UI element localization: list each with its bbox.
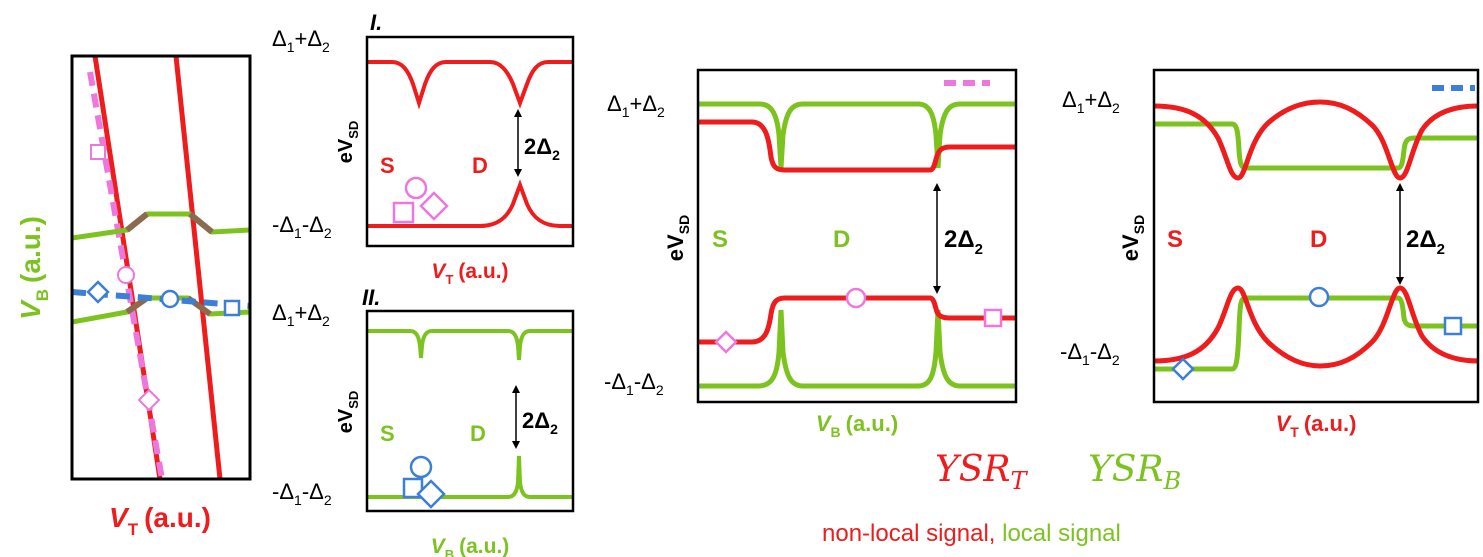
square-marker-icon xyxy=(392,201,415,224)
panel-II-tag: II. xyxy=(362,285,380,310)
square-marker-icon xyxy=(90,144,106,160)
panel-vt-gap-label: 2Δ2 xyxy=(1406,226,1445,258)
circle-marker-icon xyxy=(845,287,867,309)
circle-marker-icon xyxy=(117,266,135,284)
panel-vb-s-label: S xyxy=(712,226,728,253)
svg-text:eVSD: eVSD xyxy=(663,215,692,261)
panel-vb-frame xyxy=(696,68,1018,404)
panel-vt-green-lower xyxy=(1154,295,1478,372)
stability-map-panel: VB(a.u.) VT (a.u.) xyxy=(15,54,252,539)
square-marker-icon xyxy=(1443,316,1463,336)
panel-I-gap-label: 2Δ2 xyxy=(524,134,560,163)
map-bridge-2 xyxy=(188,211,214,235)
panel-vt: S D 2Δ2 Δ1+Δ2 -Δ1-Δ2 eVSD VT (a.u.) xyxy=(1060,68,1480,440)
legend-ysr-b: YSRB xyxy=(1088,449,1181,495)
panel-vb-d-label: D xyxy=(833,226,850,253)
panel-II-green-lower xyxy=(367,455,573,499)
panel-vb: S D 2Δ2 Δ1+Δ2 -Δ1-Δ2 eVSD VB (a.u.) xyxy=(604,68,1018,440)
panel-vt-y-label: eVSD xyxy=(1118,215,1147,261)
circle-marker-icon xyxy=(160,289,180,309)
svg-text:eVSD: eVSD xyxy=(1118,215,1147,261)
panel-vt-green-upper xyxy=(1154,121,1478,171)
panel-II-green-upper xyxy=(367,329,573,361)
circle-marker-icon xyxy=(409,455,433,479)
square-marker-icon xyxy=(402,477,424,499)
panel-I-y-label: eVSD xyxy=(335,121,361,164)
panel-vb-green-upper xyxy=(698,101,1016,169)
svg-text:eVSD: eVSD xyxy=(335,391,361,434)
panel-II-y-label: eVSD xyxy=(335,391,361,434)
svg-text:VB(a.u.): VB(a.u.) xyxy=(15,216,52,320)
panel-vt-red-upper xyxy=(1153,99,1479,181)
panel-vb-top-level: Δ1+Δ2 xyxy=(607,91,665,120)
map-frame xyxy=(70,54,252,481)
panel-I-top-level: Δ1+Δ2 xyxy=(272,26,330,55)
panel-vt-top-level: Δ1+Δ2 xyxy=(1062,87,1120,116)
diamond-marker-icon xyxy=(86,280,110,304)
panel-vb-red-upper xyxy=(698,119,1016,173)
diamond-marker-icon xyxy=(137,388,161,412)
panel-I: I. S D 2Δ2 Δ1+Δ2 -Δ1-Δ2 eVSD VT (a.u.) xyxy=(272,10,575,287)
circle-marker-icon xyxy=(404,176,428,200)
panel-I-bottom-level: -Δ1-Δ2 xyxy=(272,212,332,241)
panel-vt-x-label: VT (a.u.) xyxy=(1276,411,1357,440)
panel-I-x-label: VT (a.u.) xyxy=(431,260,508,287)
diamond-marker-icon xyxy=(714,330,738,354)
diamond-marker-icon xyxy=(416,479,446,509)
map-green-line-upper xyxy=(72,211,250,241)
svg-text:eVSD: eVSD xyxy=(335,121,361,164)
legend-ysr-t: YSRT xyxy=(935,449,1029,495)
panel-I-s-label: S xyxy=(380,153,395,178)
diamond-marker-icon xyxy=(1171,357,1195,381)
panel-II-gap-label: 2Δ2 xyxy=(522,408,558,437)
panel-vt-bottom-level: -Δ1-Δ2 xyxy=(1060,339,1120,368)
map-y-axis-label: VB(a.u.) xyxy=(15,216,52,320)
panel-II-d-label: D xyxy=(470,421,486,446)
panel-II-top-level: Δ1+Δ2 xyxy=(272,300,330,329)
panel-vb-bottom-level: -Δ1-Δ2 xyxy=(604,369,664,398)
panel-vb-y-label: eVSD xyxy=(663,215,692,261)
panel-I-red-upper xyxy=(367,60,573,110)
square-marker-icon xyxy=(983,308,1003,328)
map-bridge-1 xyxy=(125,211,149,233)
panel-I-tag: I. xyxy=(370,10,382,35)
map-red-line-2 xyxy=(173,56,223,479)
panel-vb-gap-label: 2Δ2 xyxy=(944,226,983,258)
panel-I-red-lower xyxy=(367,179,573,228)
panel-vt-frame xyxy=(1152,68,1480,404)
diamond-marker-icon xyxy=(419,191,449,221)
legend-local-text: local signal xyxy=(1002,520,1121,547)
legend-signal-caption: non-local signal, local signal xyxy=(822,520,1121,548)
legend-nonlocal-text: non-local signal, xyxy=(822,520,996,547)
panel-I-d-label: D xyxy=(472,153,488,178)
panel-vt-d-label: D xyxy=(1310,226,1327,253)
panel-II-x-label: VB (a.u.) xyxy=(431,535,510,557)
panel-II-s-label: S xyxy=(380,421,395,446)
legend: YSRT YSRB xyxy=(935,449,1181,495)
panel-II: II. S D 2Δ2 Δ1+Δ2 -Δ1-Δ2 eVSD VB (a.u.) xyxy=(272,285,575,557)
panel-II-frame xyxy=(365,309,575,513)
panel-vt-s-label: S xyxy=(1167,226,1183,253)
panel-vb-green-lower xyxy=(698,309,1016,389)
square-marker-icon xyxy=(223,299,241,317)
panel-vt-red-lower xyxy=(1153,285,1479,369)
panel-vb-x-label: VB (a.u.) xyxy=(816,411,898,440)
panel-II-bottom-level: -Δ1-Δ2 xyxy=(272,479,332,508)
circle-marker-icon xyxy=(1308,286,1330,308)
map-x-axis-label: VT (a.u.) xyxy=(109,502,211,539)
panel-I-frame xyxy=(365,35,575,248)
